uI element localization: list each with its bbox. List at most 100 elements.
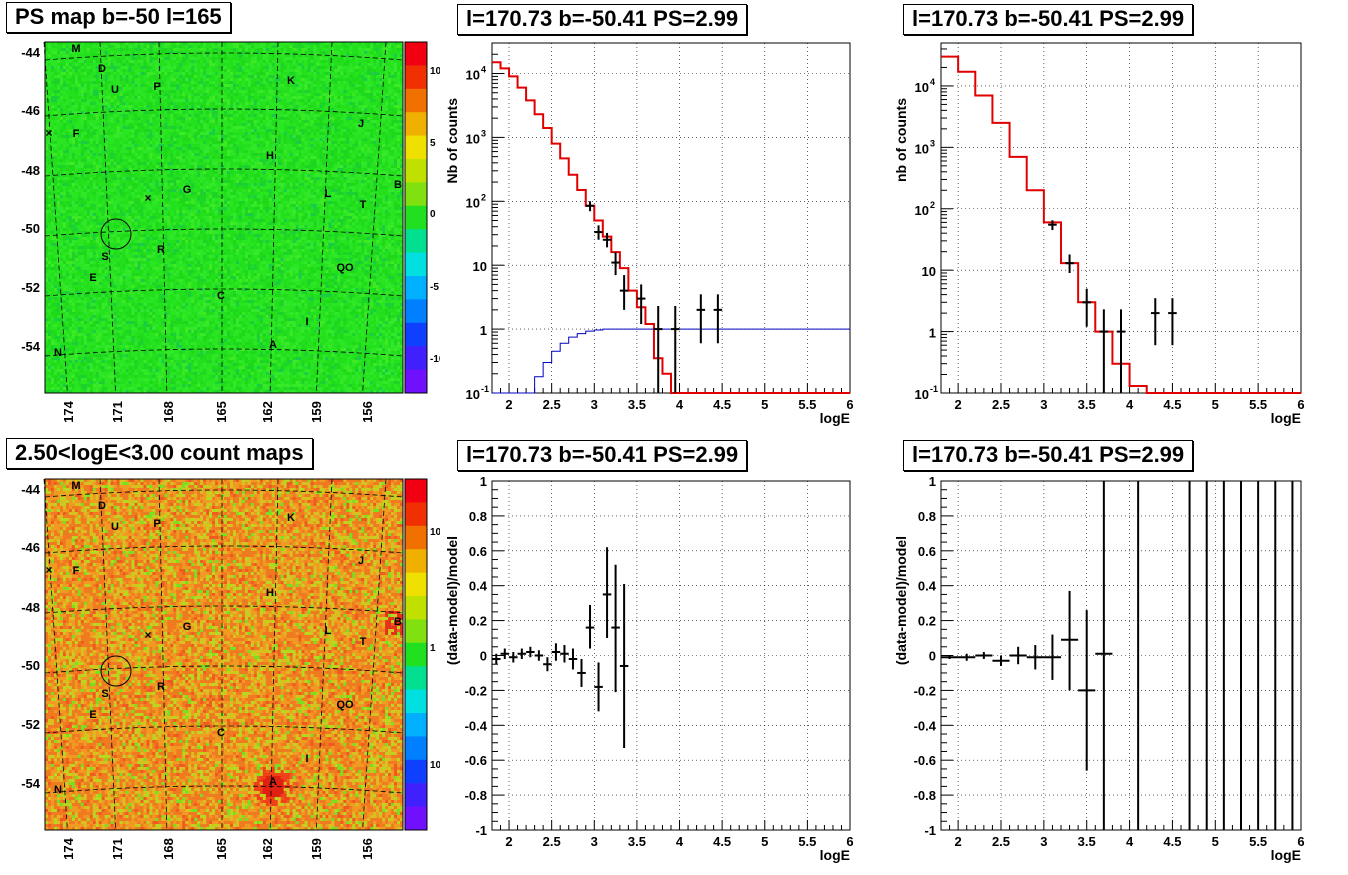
map-pixel: [92, 45, 97, 49]
map-pixel: [277, 123, 281, 127]
map-pixel: [107, 48, 111, 52]
map-pixel: [116, 102, 120, 106]
map-pixel: [191, 51, 195, 55]
map-pixel: [289, 126, 293, 130]
map-pixel: [391, 159, 395, 163]
map-pixel: [77, 87, 82, 91]
map-pixel: [352, 120, 356, 124]
map-pixel: [331, 69, 335, 73]
map-pixel: [59, 114, 64, 118]
map-pixel: [224, 102, 228, 106]
map-pixel: [203, 144, 207, 148]
map-pixel: [265, 135, 270, 139]
map-pixel: [122, 48, 126, 52]
map-pixel: [397, 60, 401, 64]
map-pixel: [101, 138, 105, 142]
map-pixel: [134, 102, 138, 106]
map-pixel: [155, 132, 159, 136]
map-pixel: [68, 129, 73, 133]
map-pixel: [45, 117, 49, 121]
map-pixel: [161, 48, 165, 52]
map-pixel: [92, 60, 97, 64]
map-pixel: [238, 48, 243, 52]
map-pixel: [209, 66, 213, 70]
map-pixel: [313, 108, 317, 112]
map-pixel: [370, 129, 374, 133]
map-pixel: [203, 75, 207, 79]
map-pixel: [173, 42, 177, 46]
map-pixel: [170, 93, 174, 97]
map-pixel: [89, 162, 94, 166]
map-pixel: [340, 78, 344, 82]
map-pixel: [113, 99, 117, 103]
map-pixel: [152, 57, 156, 61]
map-pixel: [253, 147, 258, 151]
map-pixel: [140, 102, 144, 106]
map-pixel: [140, 114, 144, 118]
map-pixel: [116, 66, 120, 70]
map-pixel: [50, 48, 55, 52]
map-pixel: [352, 54, 356, 58]
map-pixel: [218, 138, 222, 142]
map-pixel: [244, 60, 249, 64]
map-pixel: [68, 159, 73, 163]
map-pixel: [370, 102, 374, 106]
map-pixel: [301, 150, 305, 154]
map-pixel: [71, 78, 76, 82]
map-pixel: [200, 48, 204, 52]
map-pixel: [53, 108, 58, 112]
map-pixel: [218, 78, 222, 82]
map-pixel: [74, 75, 79, 79]
map-pixel: [364, 108, 368, 112]
map-pixel: [268, 51, 273, 55]
map-pixel: [376, 87, 380, 91]
map-pixel: [53, 156, 58, 160]
map-pixel: [259, 156, 264, 160]
map-pixel: [313, 156, 317, 160]
map-pixel: [134, 87, 138, 91]
map-pixel: [215, 159, 219, 163]
map-pixel: [68, 96, 73, 100]
map-pixel: [259, 150, 264, 154]
map-pixel: [253, 165, 258, 169]
map-pixel: [71, 42, 76, 46]
map-pixel: [325, 42, 329, 46]
map-pixel: [400, 66, 404, 70]
map-pixel: [259, 162, 264, 166]
map-pixel: [268, 87, 273, 91]
map-pixel: [295, 75, 299, 79]
map-pixel: [253, 138, 258, 142]
map-pixel: [89, 129, 94, 133]
map-pixel: [92, 153, 97, 157]
map-pixel: [385, 75, 389, 79]
map-pixel: [65, 99, 70, 103]
map-pixel: [397, 81, 401, 85]
map-pixel: [337, 66, 341, 70]
map-pixel: [280, 102, 284, 106]
map-pixel: [209, 108, 213, 112]
map-pixel: [194, 150, 198, 154]
map-pixel: [182, 165, 186, 169]
map-pixel: [343, 150, 347, 154]
map-pixel: [197, 54, 201, 58]
map-pixel: [373, 99, 377, 103]
map-pixel: [224, 96, 228, 100]
map-pixel: [388, 135, 392, 139]
map-pixel: [316, 48, 320, 52]
map-pixel: [143, 69, 147, 73]
map-pixel: [122, 45, 126, 49]
map-pixel: [95, 138, 99, 142]
map-pixel: [53, 117, 58, 121]
map-pixel: [158, 129, 162, 133]
map-pixel: [253, 129, 258, 133]
map-pixel: [256, 78, 261, 82]
map-pixel: [397, 147, 401, 151]
map-pixel: [394, 132, 398, 136]
map-pixel: [379, 69, 383, 73]
map-pixel: [68, 57, 73, 61]
map-pixel: [158, 48, 162, 52]
map-pixel: [215, 156, 219, 160]
map-pixel: [265, 90, 270, 94]
map-pixel: [316, 129, 320, 133]
map-pixel: [286, 99, 290, 103]
